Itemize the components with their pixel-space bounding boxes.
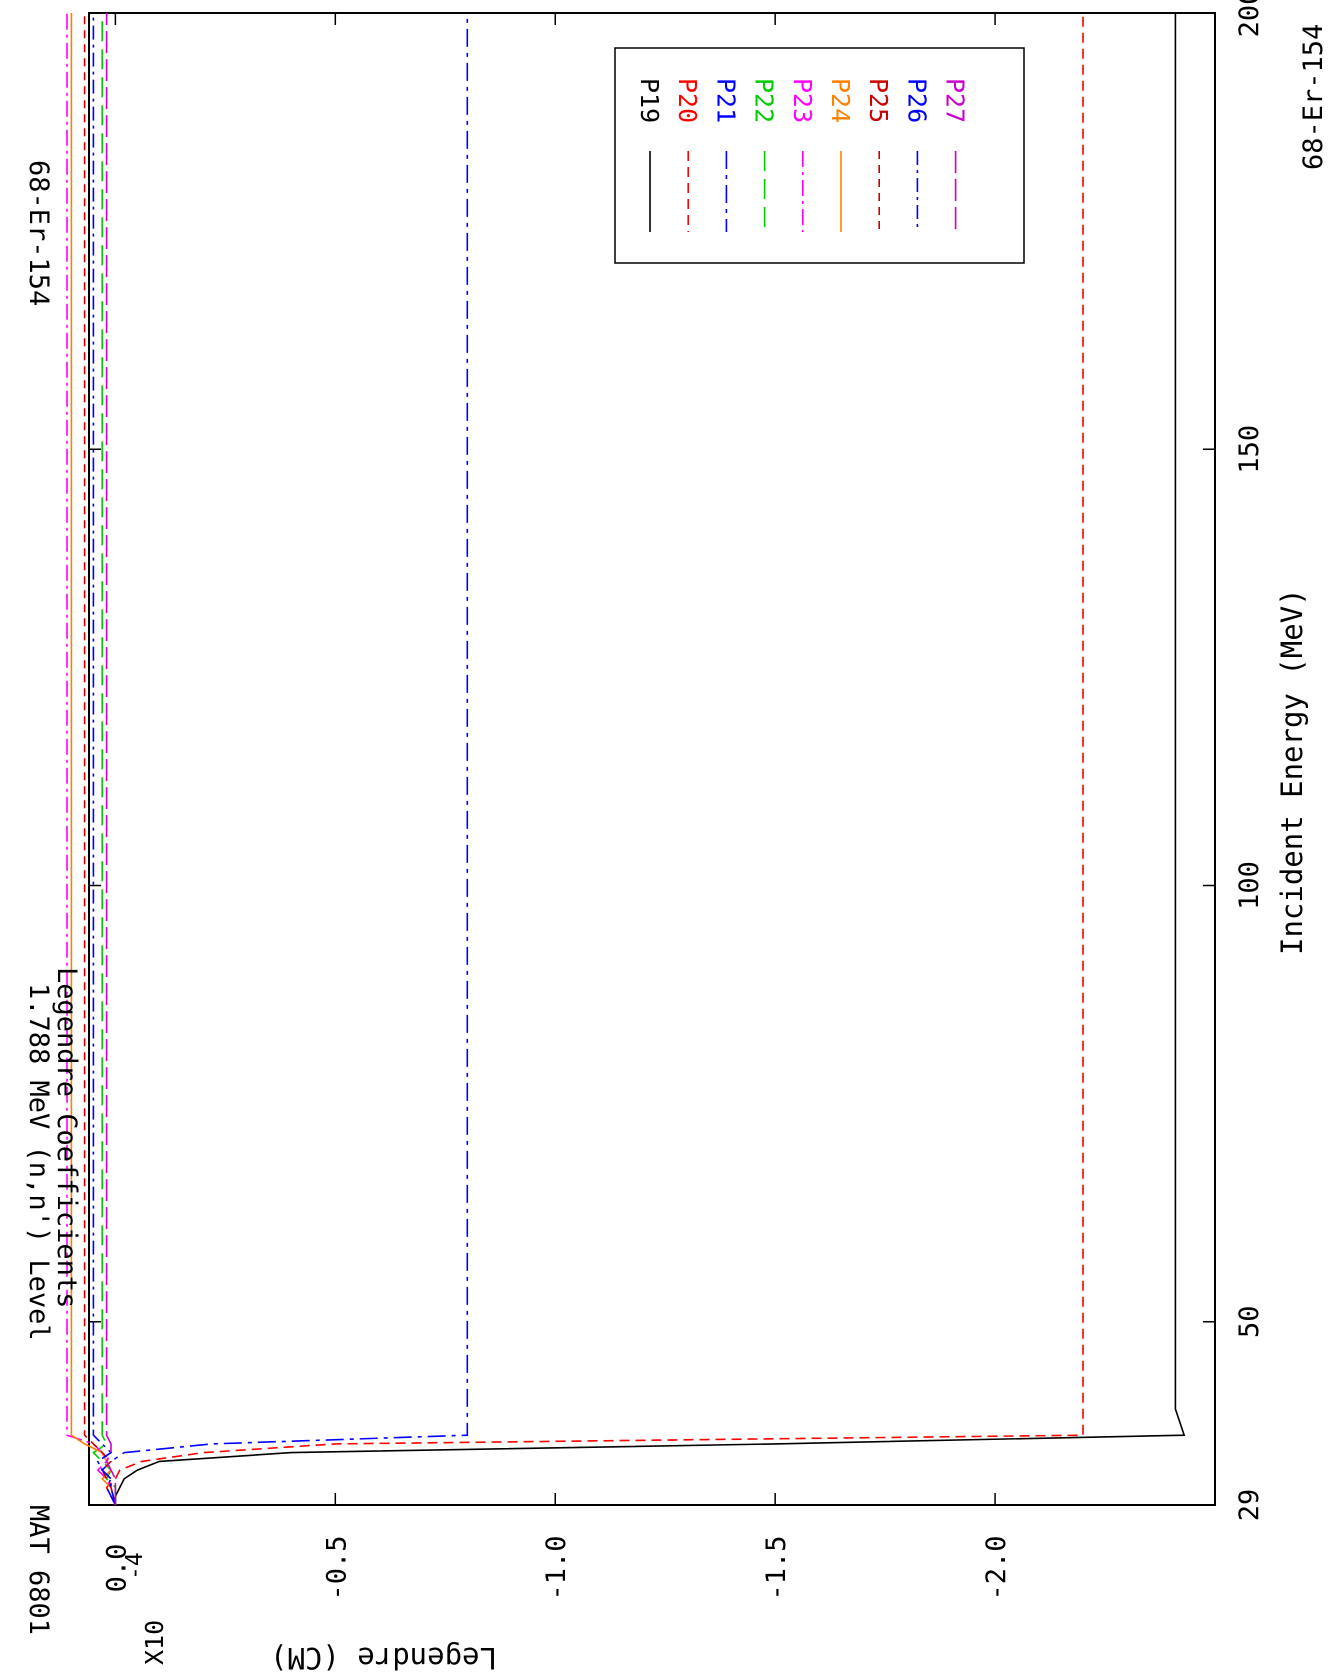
series-line-p21: [101, 13, 469, 1506]
series-layer: [66, 13, 1186, 1506]
legend-label-p24: P24: [826, 78, 855, 123]
nuclide-label-top: 68-Er-154: [23, 160, 54, 306]
series-line-p25: [83, 13, 117, 1506]
x-tick-label: 29: [1234, 1489, 1265, 1522]
chart-subtitle: Legendre Coefficients: [51, 967, 82, 1308]
legend-label-p26: P26: [902, 78, 931, 123]
legend-label-p27: P27: [941, 78, 970, 123]
legend-label-p22: P22: [750, 78, 779, 123]
y-axis-label: Legendre (CM): [270, 1641, 497, 1673]
series-line-p20: [105, 13, 1084, 1506]
x-tick-label: 200: [1234, 0, 1265, 37]
y-tick-label: 0.0: [101, 1544, 132, 1593]
legend-label-p19: P19: [635, 78, 664, 123]
x-tick-label: 100: [1234, 861, 1265, 910]
legend-label-p25: P25: [864, 78, 893, 123]
y-tick-label: -1.5: [761, 1535, 792, 1600]
series-line-p19: [114, 13, 1186, 1505]
x-tick-label: 50: [1234, 1306, 1265, 1339]
x-tick-labels: 29 50 100 150 200: [1234, 0, 1265, 1521]
legend: P19 P20 P21 P22 P23 P24 P25 P26 P27: [635, 78, 970, 232]
x-tick-label: 150: [1234, 425, 1265, 474]
chart-title: 1.788 MeV (n,n') Level: [23, 983, 54, 1341]
legend-label-p21: P21: [711, 78, 740, 123]
y-tick-label: -2.0: [981, 1535, 1012, 1600]
plot-frame: [88, 12, 1216, 1506]
legend-label-p23: P23: [788, 78, 817, 123]
y-tick-labels: 0.0 -0.5 -1.0 -1.5 -2.0: [101, 1535, 1012, 1600]
y-tick-label: -0.5: [321, 1535, 352, 1600]
y-scale-exponent: -4: [122, 1552, 148, 1580]
x-axis-label: Incident Energy (MeV): [1275, 588, 1309, 955]
y-scale-multiplier: X10: [140, 1620, 169, 1665]
mat-label: MAT 6801: [23, 1505, 54, 1635]
nuclide-label-bottom: 68-Er-154: [1298, 24, 1329, 170]
y-tick-label: -1.0: [541, 1535, 572, 1600]
tick-marks: [89, 13, 1215, 1505]
series-line-p26: [92, 13, 117, 1506]
series-line-p22: [92, 13, 117, 1505]
legend-label-p20: P20: [673, 78, 702, 123]
series-line-p27: [105, 13, 117, 1505]
